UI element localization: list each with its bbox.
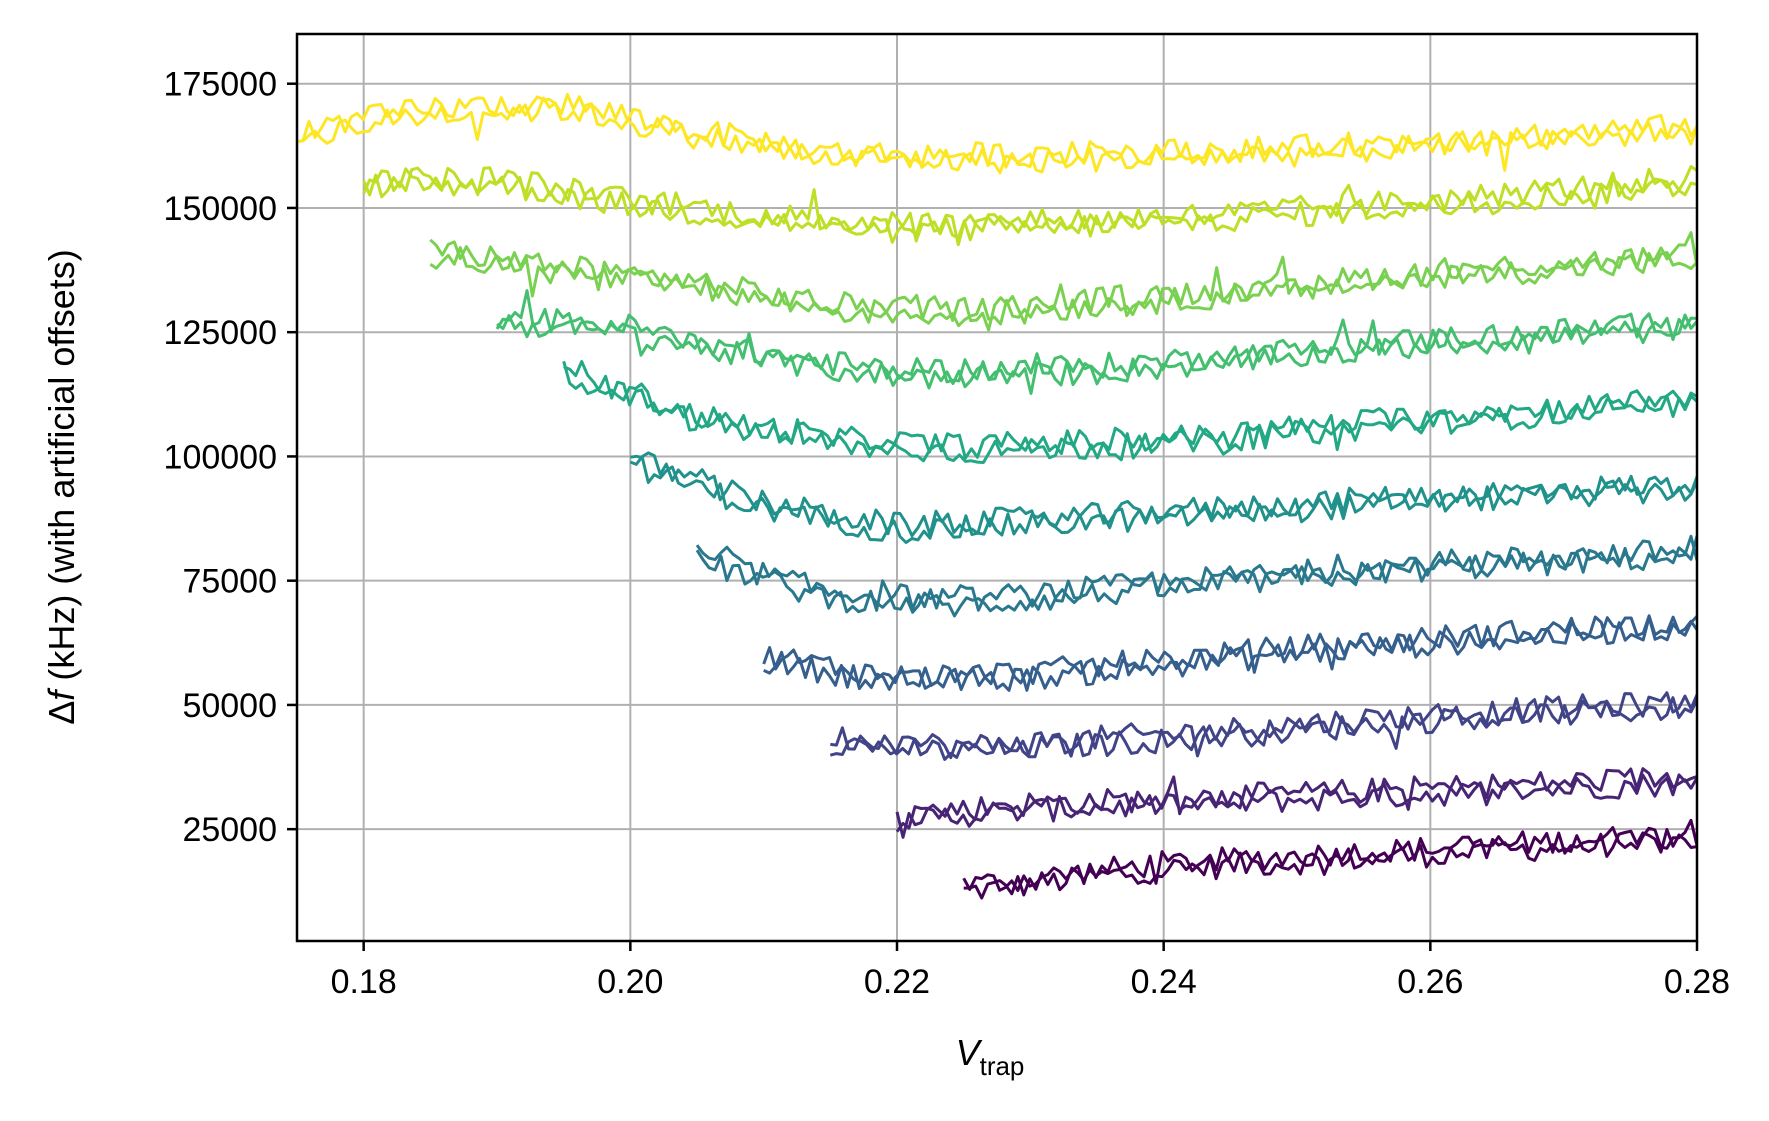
y-tick-label: 100000 xyxy=(164,438,277,476)
series-line xyxy=(763,615,1697,692)
y-tick-label: 125000 xyxy=(164,314,277,352)
series-line xyxy=(695,535,1697,618)
grid-layer xyxy=(297,34,1698,941)
series-line xyxy=(429,246,1697,328)
series-line xyxy=(563,360,1697,460)
y-tick-label: 50000 xyxy=(182,687,277,725)
series-line xyxy=(297,96,1697,175)
series-line xyxy=(429,231,1697,332)
series-line xyxy=(762,614,1697,688)
y-tick-label: 75000 xyxy=(182,563,277,601)
series-line xyxy=(495,289,1697,384)
series-line xyxy=(895,773,1697,833)
series-line xyxy=(695,534,1697,612)
x-tick-label: 0.24 xyxy=(1131,963,1197,1001)
series-line xyxy=(895,767,1697,839)
x-tick-label: 0.26 xyxy=(1397,963,1463,1001)
x-tick-label: 0.18 xyxy=(331,963,397,1001)
x-axis-label-main: V xyxy=(956,1032,983,1073)
x-axis-label: Vtrap xyxy=(956,1032,1025,1081)
plot-frame xyxy=(295,32,1699,943)
x-axis-label-sub: trap xyxy=(980,1051,1025,1081)
y-axis-label-delta: Δ xyxy=(41,701,82,725)
series-line xyxy=(362,167,1697,244)
x-tick-label: 0.28 xyxy=(1664,963,1730,1001)
tick-label-layer: 0.18 0.20 0.22 0.24 0.26 0.28 25000 50000 75000 1… xyxy=(164,66,1731,1001)
series-line xyxy=(297,92,1697,169)
series-line xyxy=(830,691,1697,760)
series-line xyxy=(629,451,1697,538)
series-line xyxy=(962,818,1697,892)
series-line xyxy=(362,165,1697,247)
x-tick-label: 0.20 xyxy=(597,963,663,1001)
y-axis-label-rest: (kHz) (with artificial offsets) xyxy=(41,249,82,690)
series-layer xyxy=(297,92,1697,900)
y-tick-label: 25000 xyxy=(182,811,277,849)
y-axis-label: Δf (kHz) (with artificial offsets) xyxy=(41,249,82,724)
y-tick-label: 150000 xyxy=(164,190,277,228)
axes-layer xyxy=(287,32,1699,951)
x-tick-label: 0.22 xyxy=(864,963,930,1001)
y-tick-label: 175000 xyxy=(164,66,277,104)
